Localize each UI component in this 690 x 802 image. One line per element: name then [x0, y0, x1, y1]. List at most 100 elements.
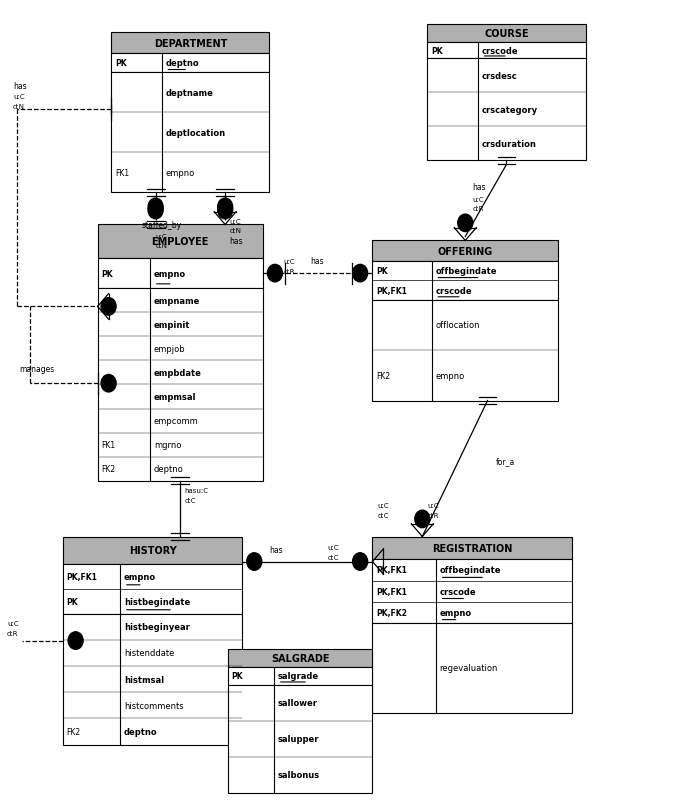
Circle shape — [247, 553, 262, 570]
Circle shape — [68, 632, 83, 650]
Text: PK: PK — [101, 269, 112, 278]
Bar — [228, 649, 373, 667]
Text: HISTORY: HISTORY — [129, 545, 177, 555]
Text: has: has — [310, 257, 324, 265]
Text: crsdesc: crsdesc — [482, 72, 518, 81]
Text: u:C: u:C — [13, 95, 25, 100]
Text: empno: empno — [166, 168, 195, 178]
Text: empcomm: empcomm — [154, 416, 199, 426]
Text: regevaluation: regevaluation — [440, 663, 498, 672]
Text: empmsal: empmsal — [154, 392, 197, 402]
Text: for_a: for_a — [496, 456, 515, 465]
Text: FK1: FK1 — [101, 440, 115, 449]
Text: empinit: empinit — [154, 321, 190, 330]
Text: d:R: d:R — [428, 512, 440, 518]
Bar — [111, 73, 269, 193]
Text: deptno: deptno — [154, 464, 184, 473]
Text: empno: empno — [154, 269, 186, 278]
Text: FK2: FK2 — [101, 464, 115, 473]
Text: empname: empname — [154, 297, 200, 306]
Text: PK,FK2: PK,FK2 — [376, 608, 407, 617]
Text: has: has — [270, 545, 283, 554]
Text: EMPLOYEE: EMPLOYEE — [151, 237, 209, 247]
Bar — [228, 667, 373, 685]
Text: d:C: d:C — [184, 497, 196, 503]
Bar — [373, 623, 572, 713]
Bar — [97, 289, 262, 481]
Text: u:C: u:C — [156, 234, 167, 240]
Text: empno: empno — [124, 572, 156, 581]
Text: deptno: deptno — [166, 59, 199, 68]
Text: histmsal: histmsal — [124, 674, 164, 683]
Text: PK: PK — [115, 59, 126, 68]
Text: crscode: crscode — [435, 286, 472, 295]
Text: FK2: FK2 — [376, 371, 390, 380]
Text: manages: manages — [19, 365, 55, 374]
Text: has: has — [229, 237, 243, 245]
Bar — [373, 300, 558, 401]
Text: d:R: d:R — [283, 269, 295, 274]
Circle shape — [148, 202, 163, 220]
Text: histcomments: histcomments — [124, 701, 184, 710]
Text: u:C: u:C — [229, 219, 241, 225]
Text: deptlocation: deptlocation — [166, 129, 226, 138]
Bar — [228, 685, 373, 792]
Bar — [373, 560, 572, 623]
Bar — [373, 537, 572, 560]
Text: FK1: FK1 — [115, 168, 129, 178]
Text: mgrno: mgrno — [154, 440, 181, 449]
Bar — [428, 26, 586, 43]
Text: empno: empno — [435, 371, 464, 380]
Text: has: has — [472, 182, 486, 192]
Text: PK: PK — [431, 47, 442, 55]
Bar — [111, 55, 269, 73]
Circle shape — [101, 298, 116, 316]
Circle shape — [415, 511, 430, 528]
Bar — [63, 537, 242, 564]
Text: PK,FK1: PK,FK1 — [376, 565, 407, 575]
Text: SALGRADE: SALGRADE — [271, 653, 330, 663]
Text: d:C: d:C — [377, 512, 389, 518]
Text: hasu:C: hasu:C — [184, 488, 208, 493]
Circle shape — [148, 199, 163, 217]
Text: crsduration: crsduration — [482, 140, 536, 148]
Text: d:N: d:N — [13, 104, 25, 110]
Circle shape — [101, 375, 116, 392]
Text: offbegindate: offbegindate — [435, 267, 497, 276]
Text: d:C: d:C — [328, 554, 339, 560]
Text: crscode: crscode — [482, 47, 518, 55]
Circle shape — [353, 553, 368, 570]
Bar — [97, 258, 262, 289]
Text: has: has — [13, 82, 27, 91]
Text: REGISTRATION: REGISTRATION — [432, 543, 512, 553]
Text: crscategory: crscategory — [482, 106, 538, 115]
Text: salupper: salupper — [278, 734, 319, 743]
Text: PK,FK1: PK,FK1 — [67, 572, 97, 581]
Bar — [428, 43, 586, 59]
Text: COURSE: COURSE — [484, 29, 529, 39]
Text: staffed_by: staffed_by — [142, 221, 182, 229]
Text: PK,FK1: PK,FK1 — [376, 587, 407, 596]
Text: d:N: d:N — [156, 243, 168, 249]
Bar — [373, 262, 558, 300]
Text: u:C: u:C — [328, 545, 339, 550]
Text: PK: PK — [376, 267, 388, 276]
Bar — [63, 614, 242, 745]
Circle shape — [217, 202, 233, 220]
Text: d:R: d:R — [7, 630, 19, 637]
Text: u:C: u:C — [283, 259, 295, 265]
Text: deptno: deptno — [124, 727, 157, 736]
Circle shape — [457, 215, 473, 233]
Bar — [63, 564, 242, 614]
Text: empjob: empjob — [154, 345, 186, 354]
Circle shape — [267, 265, 282, 282]
Text: PK: PK — [232, 671, 244, 681]
Bar — [373, 241, 558, 262]
Circle shape — [353, 265, 368, 282]
Text: OFFERING: OFFERING — [437, 246, 493, 257]
Bar — [97, 225, 262, 258]
Text: histenddate: histenddate — [124, 649, 175, 658]
Text: offbegindate: offbegindate — [440, 565, 501, 575]
Text: deptname: deptname — [166, 89, 213, 98]
Text: offlocation: offlocation — [435, 321, 480, 330]
